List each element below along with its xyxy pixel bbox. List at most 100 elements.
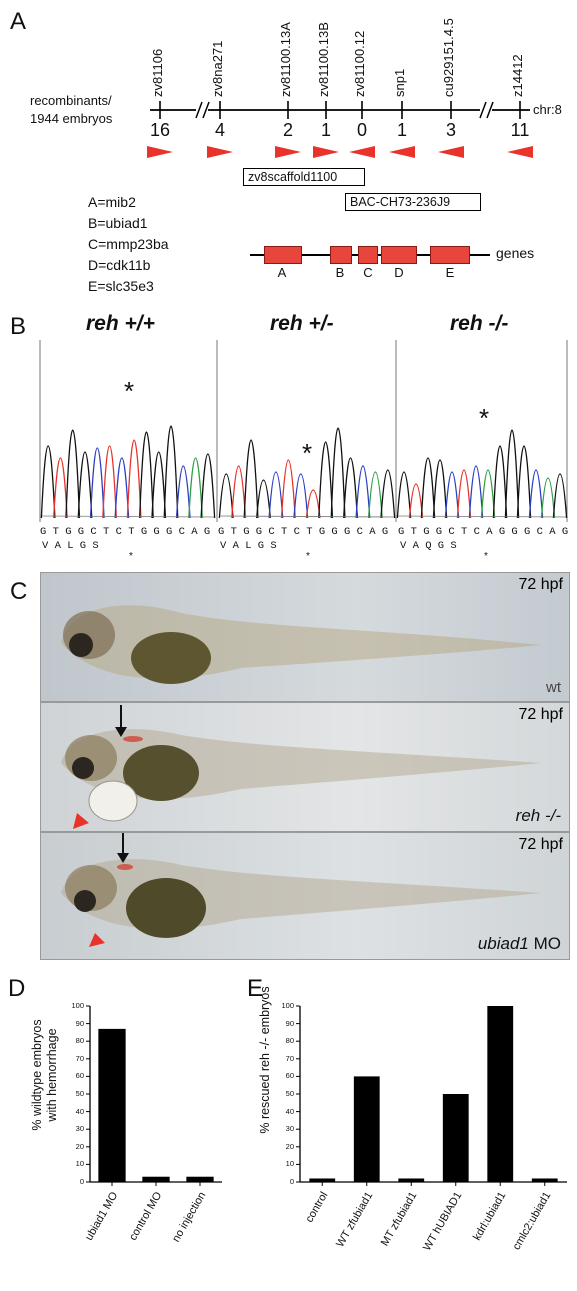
embryo-image-mo: 72 hpf ubiad1 MO	[40, 832, 570, 960]
embryo-wt-drawing	[61, 605, 541, 684]
trace1-peak-10	[163, 425, 179, 519]
count-5: 1	[396, 120, 407, 140]
genotype-wt: reh +/+	[86, 312, 155, 335]
chart-e-ylabel: % rescued reh -/- embryos	[258, 960, 272, 1160]
count-1: 4	[214, 120, 225, 140]
label-mut: reh -/-	[515, 806, 561, 825]
trace1-peak-11	[175, 465, 191, 519]
aa-wt: V A L G S	[42, 540, 99, 552]
trace2-peak-7	[305, 489, 321, 519]
chart-e-ylabel-text: % rescued reh -/- embryos	[258, 986, 272, 1134]
recombinants-label-2: 1944 embryos	[30, 111, 113, 126]
aa-mut: V A Q G S	[400, 540, 457, 552]
trace1-peak-12	[188, 457, 203, 519]
trace2-peak-10	[343, 457, 358, 519]
chart-1-bar-5	[531, 1178, 558, 1182]
gene-b-label: B	[335, 265, 345, 280]
trace2-peak-1	[231, 465, 247, 519]
genes-label: genes	[496, 245, 535, 261]
gene-e	[430, 246, 470, 264]
trace2-peak-0	[218, 473, 234, 519]
trace1-peak-2	[65, 429, 81, 519]
chart-1-ytick-label-6: 60	[285, 1071, 294, 1081]
count-6: 3	[445, 120, 456, 140]
label-mo: ubiad1 MO	[478, 934, 561, 954]
arrow-5	[389, 146, 415, 158]
trace3-peak-1	[408, 483, 424, 519]
chart-1-ytick-label-7: 70	[285, 1053, 294, 1063]
chart-1-ytick-label-4: 40	[285, 1106, 294, 1116]
arrow-2	[275, 146, 301, 158]
arrow-0	[147, 146, 173, 158]
star-wt: *	[124, 376, 135, 406]
chart-1-bar-3	[442, 1094, 469, 1182]
arrow-1	[207, 146, 233, 158]
trace2-peak-2	[243, 439, 259, 519]
break-mark-right	[479, 100, 494, 120]
chart-1-ytick-label-10: 100	[281, 1001, 294, 1010]
trace3-peak-13	[552, 473, 568, 519]
chr-label: chr:8	[533, 102, 562, 117]
embryo-mut-drawing	[61, 705, 541, 829]
count-3: 1	[320, 120, 331, 140]
count-7: 11	[510, 120, 530, 140]
recombinants-label: recombinants/ 1944 embryos	[30, 92, 112, 128]
trace3-peak-5	[456, 469, 472, 519]
recombinants-label-1: recombinants/	[30, 93, 112, 108]
chromatograms	[39, 340, 568, 522]
count-4: 0	[356, 120, 367, 140]
chart-0-bar-1	[142, 1176, 170, 1182]
label-wt: wt	[546, 679, 561, 696]
trace-wt	[40, 425, 216, 519]
panel-e-letter: E	[247, 975, 264, 1002]
star-het: *	[302, 438, 313, 468]
trace3-peak-0	[396, 471, 412, 519]
trace-het	[218, 427, 396, 519]
trace2-peak-11	[355, 465, 371, 519]
sub-star-mut: *	[484, 551, 488, 562]
panel-d-letter: D	[8, 975, 26, 1002]
label-mo-suffix: MO	[528, 934, 561, 953]
arrow-6	[438, 146, 464, 158]
chart-0-bar-0	[98, 1028, 126, 1182]
count-0: 16	[149, 120, 171, 140]
trace1-peak-13	[200, 453, 216, 519]
chart-0-ytick-label-9: 90	[75, 1018, 84, 1028]
sub-star-het: *	[306, 551, 310, 562]
embryo-mo-drawing	[61, 833, 541, 947]
trace2-peak-5	[280, 459, 296, 519]
legend-a: A=mib2	[88, 194, 136, 210]
gene-e-label: E	[445, 265, 455, 280]
trace2-peak-8	[318, 441, 334, 519]
trace3-peak-2	[420, 457, 436, 519]
chart-1-ytick-label-0: 0	[289, 1177, 294, 1186]
seq-wt: G T G G C T C T G G G C A G	[40, 526, 211, 538]
gene-a-label: A	[277, 265, 287, 280]
panel-b-letter: B	[10, 313, 27, 340]
chart-1-ytick-label-8: 80	[285, 1036, 294, 1046]
chart-1-ytick-label-3: 30	[285, 1124, 294, 1134]
chart-d-ylabel-2: with hemorrhage	[45, 1028, 59, 1122]
arrow-7	[507, 146, 533, 158]
legend-c: C=mmp23ba	[88, 236, 169, 252]
chart-0-bar-2	[186, 1176, 214, 1182]
trace2-peak-9	[330, 427, 346, 519]
trace1-peak-3	[77, 451, 93, 519]
arrow-3	[313, 146, 339, 158]
legend-b: B=ubiad1	[88, 215, 148, 231]
trace2-peak-13	[380, 469, 396, 519]
chart-0-ytick-label-10: 100	[71, 1001, 84, 1010]
aa-het: V A L G S	[220, 540, 277, 552]
stage-wt: 72 hpf	[518, 576, 563, 593]
chart-0-ytick-label-7: 70	[75, 1053, 84, 1063]
chart-1-bar-0	[309, 1178, 336, 1182]
break-mark-left	[195, 100, 210, 120]
chromosome-map	[147, 100, 533, 158]
chart-0-ytick-label-4: 40	[75, 1106, 84, 1116]
label-mo-gene: ubiad1	[477, 934, 529, 953]
trace1-peak-1	[53, 457, 68, 519]
trace3-peak-8	[492, 445, 508, 519]
seq-mut: G T G G C T C A G G G C A G	[398, 526, 569, 538]
trace1-peak-9	[151, 451, 167, 519]
trace3-peak-12	[540, 477, 556, 519]
